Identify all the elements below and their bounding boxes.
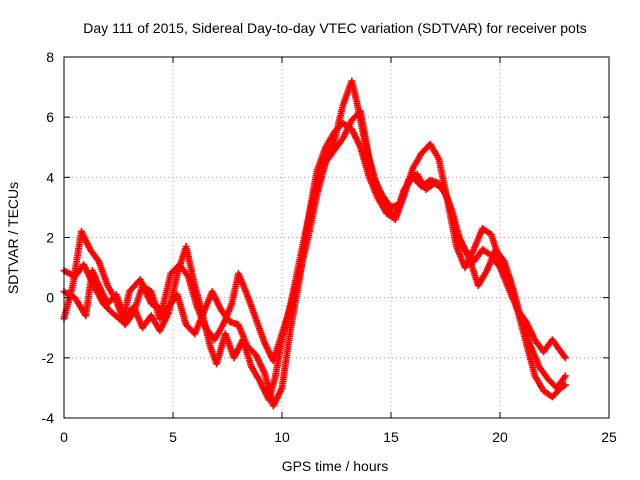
- grid: [64, 57, 609, 418]
- y-tick-label: 8: [46, 49, 54, 65]
- axes: 0 5 10 15 20 25 -4 -2 0 2 4 6 8: [42, 49, 617, 445]
- y-tick-label: -2: [42, 350, 55, 366]
- x-tick-label: 25: [601, 429, 617, 445]
- data-marks: [60, 77, 569, 410]
- y-tick-label: 4: [46, 169, 54, 185]
- y-tick-label: -4: [42, 410, 55, 426]
- y-tick-label: 2: [46, 230, 54, 246]
- y-axis-label: SDTVAR / TECUs: [5, 182, 21, 294]
- x-axis-label: GPS time / hours: [282, 458, 389, 474]
- x-tick-label: 0: [60, 429, 68, 445]
- chart-title: Day 111 of 2015, Sidereal Day-to-day VTE…: [83, 20, 586, 36]
- x-tick-label: 15: [383, 429, 399, 445]
- y-tick-label: 6: [46, 109, 54, 125]
- x-tick-label: 5: [169, 429, 177, 445]
- y-tick-label: 0: [46, 290, 54, 306]
- x-tick-label: 10: [274, 429, 290, 445]
- x-tick-label: 20: [492, 429, 508, 445]
